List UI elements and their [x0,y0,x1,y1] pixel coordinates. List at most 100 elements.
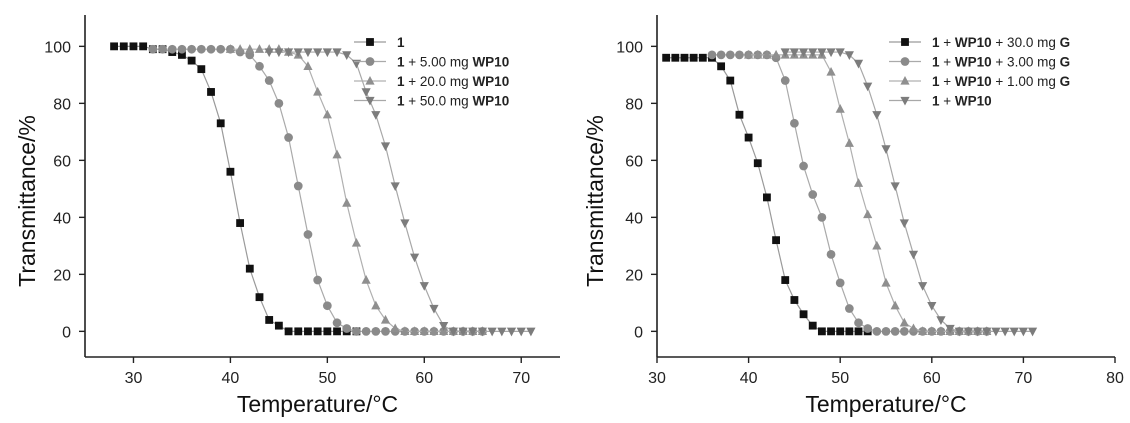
y-tick-label: 60 [53,153,71,170]
data-point [255,61,264,71]
data-point [762,49,772,59]
data-point [936,316,946,326]
data-point [872,111,882,120]
y-tick-label: 40 [53,210,71,227]
data-point [789,48,799,58]
data-point [264,48,274,58]
x-tick-label: 50 [318,370,336,387]
data-point [854,318,863,328]
x-tick-label: 80 [1106,370,1124,387]
data-point [780,48,790,58]
series-4 [264,48,536,337]
data-point [323,327,332,336]
data-point [717,62,726,71]
data-point [689,53,698,62]
data-point [817,212,827,222]
legend-marker [900,57,910,66]
legend-label: 1 [397,35,405,50]
data-point [982,327,992,337]
series-2 [148,44,487,336]
data-point [890,182,900,192]
data-point [899,326,909,336]
data-point [853,178,864,187]
y-tick-label: 40 [625,210,643,227]
data-point [936,326,946,336]
legend-label: 1 + 5.00 mg WP10 [397,55,509,70]
data-point [477,327,488,337]
data-point [400,219,410,229]
y-axis-title: Transmittance/% [582,115,608,287]
data-point [361,88,371,98]
data-point [303,230,313,239]
data-point [835,48,845,58]
legend-label-part: WP10 [472,94,509,109]
data-point [381,326,390,336]
data-point [245,264,254,273]
data-point [899,219,909,229]
x-axis-title: Temperature/°C [805,391,966,417]
y-tick-label: 20 [625,267,643,284]
data-point [671,53,680,62]
data-point [333,327,341,336]
data-point [772,236,780,245]
data-point [304,327,312,336]
data-point [400,326,410,336]
legend-label: 1 + 20.0 mg WP10 [397,74,509,89]
legend-label-part: WP10 [955,94,992,109]
data-point [303,61,313,70]
data-point [390,323,400,333]
legend-label-part: + 50.0 mg [405,94,473,109]
data-point [506,327,517,337]
data-point [196,44,206,54]
data-point [303,48,313,58]
data-point [313,48,323,58]
data-point [322,48,332,58]
data-point [827,327,835,336]
x-tick-label: 50 [831,370,849,387]
data-point [991,327,1001,337]
legend-item: 1 + 50.0 mg WP10 [354,94,509,109]
legend-marker [366,38,374,46]
data-point [890,300,900,310]
data-point [274,98,284,108]
data-point [1000,327,1010,337]
data-point [187,56,196,65]
data-point [918,326,928,336]
data-point [235,44,245,53]
data-point [390,182,400,192]
data-point [178,50,186,59]
data-point [458,327,468,337]
data-point [371,111,381,120]
data-point [216,119,225,128]
data-point [1018,327,1028,337]
data-point [735,50,744,60]
data-point [274,321,283,330]
legend-label-part: + 5.00 mg [405,55,473,70]
y-tick-label: 20 [53,267,71,284]
data-point [380,142,391,152]
data-point [313,327,322,336]
data-point [698,53,707,62]
legend-label-part: + 1.00 mg [992,74,1060,89]
data-point [342,198,352,207]
legend-marker [901,38,909,46]
data-point [744,133,753,142]
legend-label: 1 + WP10 [932,94,992,109]
data-point [225,44,236,53]
data-point [110,42,118,51]
series-line [785,51,1033,332]
series-4 [780,48,1038,337]
legend-label-part: 1 [932,74,940,89]
legend-item: 1 + WP10 [889,94,992,109]
legend-label-part: 1 [932,35,940,50]
data-point [274,48,284,58]
data-point [963,327,974,337]
data-point [516,327,526,337]
data-point [844,51,854,60]
data-point [844,138,854,147]
legend-label-part: WP10 [955,35,992,50]
data-point [409,326,420,336]
data-point [167,44,177,54]
legend-label-part: 1 [397,74,405,89]
